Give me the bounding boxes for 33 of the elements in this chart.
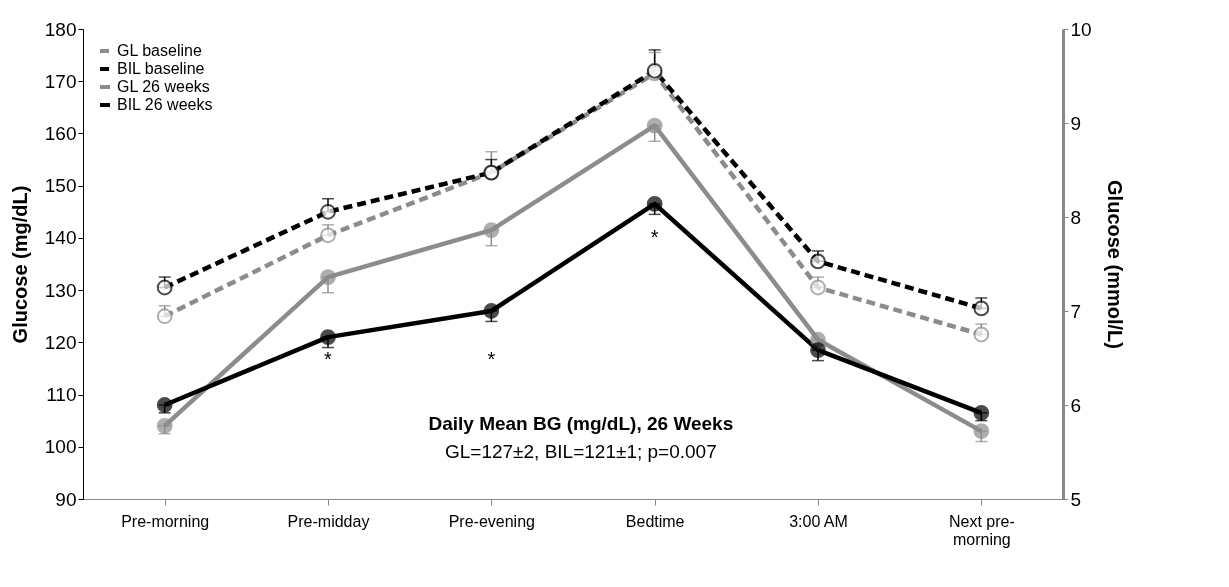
y2-axis-title: Glucose (mmol/L) (1103, 180, 1126, 349)
x-tick-label: Next pre-morning (948, 512, 1015, 548)
x-tick-label: Bedtime (625, 512, 685, 530)
y2-tick-label: 10 (1070, 18, 1092, 40)
legend-label: GL baseline (117, 42, 202, 59)
x-tick-label: Pre-evening (448, 512, 535, 530)
y-tick-label: 100 (44, 436, 77, 458)
y-tick-label: 90 (55, 488, 77, 510)
y-tick-label: 110 (46, 384, 77, 406)
y2-tick-label: 9 (1070, 112, 1082, 134)
y2-tick-label: 5 (1070, 488, 1082, 510)
y-tick-label: 140 (44, 227, 77, 249)
x-tick-label: Pre-midday (287, 512, 370, 530)
x-tick-label: 3:00 AM (789, 512, 848, 530)
y-tick-label: 130 (44, 279, 77, 301)
y2-tick-label: 8 (1070, 206, 1082, 228)
y-tick-label: 180 (44, 18, 77, 40)
annotation: Daily Mean BG (mg/dL), 26 Weeks (428, 412, 734, 434)
x-tick-label: Pre-morning (121, 512, 210, 530)
y-axis-title: Glucose (mg/dL) (8, 185, 31, 344)
y-tick-label: 170 (44, 70, 77, 92)
annotation: GL=127±2, BIL=121±1; p=0.007 (444, 441, 717, 462)
legend-label: BIL 26 weeks (117, 96, 213, 113)
annotation: * (324, 348, 333, 371)
y2-tick-label: 7 (1070, 300, 1082, 322)
legend-label: GL 26 weeks (117, 78, 210, 95)
y2-tick-label: 6 (1070, 394, 1082, 416)
annotation: * (487, 348, 496, 371)
annotation: * (650, 226, 659, 249)
legend-label: BIL baseline (117, 60, 205, 77)
y-tick-label: 150 (44, 175, 77, 197)
y-tick-label: 160 (44, 122, 77, 144)
y-tick-label: 120 (44, 331, 77, 353)
